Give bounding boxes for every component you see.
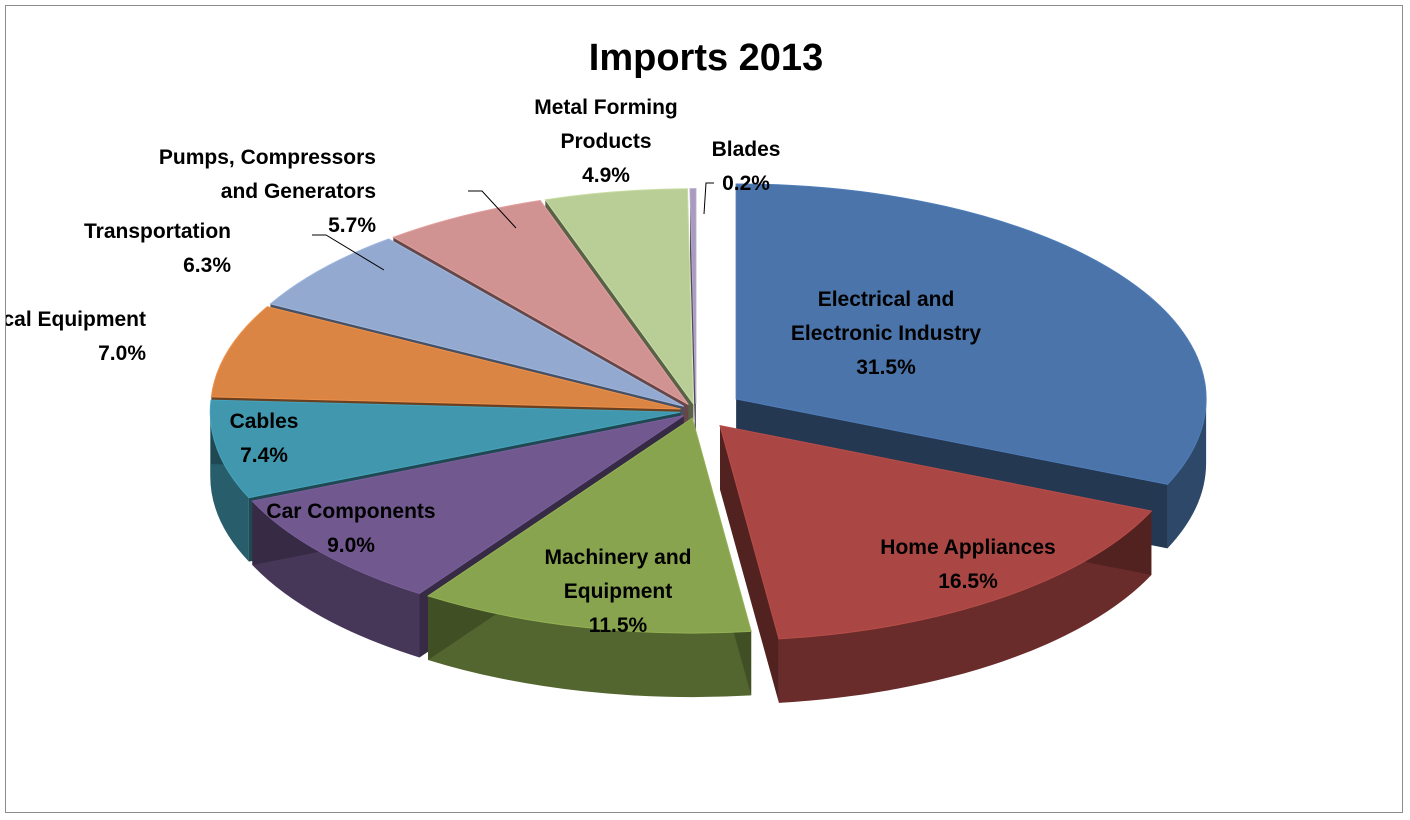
- slice-wall-1-1: [720, 425, 779, 703]
- slice-side-4: [210, 412, 249, 562]
- slice-label-3: Car Components 9.0%: [266, 500, 435, 557]
- slice-name-4: Cables: [230, 410, 299, 433]
- slice-label-7: Pumps, Compressors and Generators 5.7%: [159, 146, 376, 237]
- slice-name-3: Car Components: [266, 500, 435, 523]
- slice-value-6: 6.3%: [183, 254, 231, 277]
- slice-name-1: Home Appliances: [880, 536, 1055, 559]
- slice-1: [719, 424, 1153, 640]
- chart-title: Imports 2013: [589, 37, 823, 79]
- leader-line-6: [312, 234, 385, 271]
- slice-name-9: Blades: [712, 138, 781, 161]
- slice-value-4: 7.4%: [240, 444, 288, 467]
- slice-3: [251, 415, 684, 595]
- slice-side-1: [778, 511, 1152, 703]
- slice-labels: Electrical and Electronic Industry 31.5% Ho…: [6, 96, 1056, 637]
- slice-name-6: Transportation: [84, 220, 231, 243]
- slice-value-8: 4.9%: [582, 164, 630, 187]
- slice-label-0: Electrical and Electronic Industry 31.5%: [791, 288, 982, 379]
- slice-4: [209, 399, 681, 499]
- slice-value-7: 5.7%: [328, 214, 376, 237]
- slice-name-2: Machinery and: [544, 546, 691, 569]
- slice-9: [689, 188, 697, 404]
- slice-7: [392, 199, 689, 406]
- slice-name-8: Metal Forming: [534, 96, 678, 119]
- pie-chart: Imports 2013 Electrical and Electronic In…: [6, 37, 1207, 703]
- slice-value-1: 16.5%: [938, 570, 998, 593]
- slice-name-2: Equipment: [564, 580, 673, 603]
- pie-tops: [209, 183, 1207, 640]
- slice-side-0: [1167, 398, 1207, 549]
- slice-name-7: Pumps, Compressors: [159, 146, 376, 169]
- slice-label-6: Transportation 6.3%: [84, 220, 231, 277]
- slice-name-0: Electronic Industry: [791, 322, 982, 345]
- leader-lines: [312, 182, 714, 271]
- slice-name-7: and Generators: [221, 180, 376, 203]
- slice-value-3: 9.0%: [327, 534, 375, 557]
- slice-label-9: Blades 0.2%: [712, 138, 781, 195]
- leader-line-9: [703, 182, 714, 215]
- slice-label-2: Machinery and Equipment 11.5%: [544, 546, 691, 637]
- slice-value-2: 11.5%: [589, 614, 648, 637]
- slice-6: [269, 238, 684, 407]
- slice-label-5: Medical Equipment 7.0%: [6, 308, 146, 365]
- slice-label-1: Home Appliances 16.5%: [880, 536, 1055, 593]
- slice-2: [426, 417, 752, 634]
- slice-name-8: Products: [560, 130, 651, 153]
- slice-value-9: 0.2%: [722, 172, 770, 195]
- slice-value-0: 31.5%: [856, 356, 916, 379]
- slice-0: [735, 183, 1207, 485]
- slice-label-4: Cables 7.4%: [230, 410, 299, 467]
- slice-label-8: Metal Forming Products 4.9%: [534, 96, 678, 187]
- slice-name-5: Medical Equipment: [6, 308, 146, 331]
- leader-line-7: [468, 190, 517, 229]
- slice-8: [544, 188, 694, 406]
- slice-5: [210, 306, 681, 410]
- slice-value-5: 7.0%: [98, 342, 146, 365]
- slice-name-0: Electrical and: [818, 288, 955, 311]
- slice-side-2: [428, 595, 752, 698]
- chart-frame: Imports 2013 Electrical and Electronic In…: [5, 5, 1403, 813]
